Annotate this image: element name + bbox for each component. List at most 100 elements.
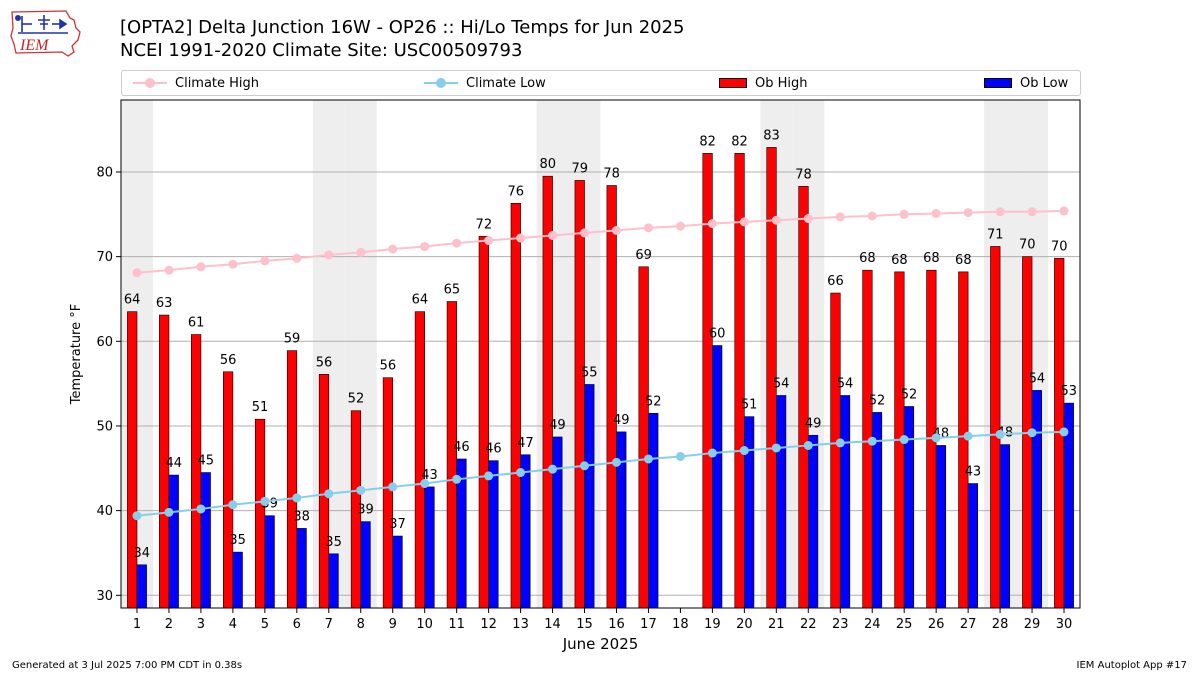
climate-low-point [707,448,717,458]
ob-high-label: 79 [571,161,588,176]
climate-high-point [675,221,685,231]
climate-low-swatch [424,78,458,88]
y-tick-label: 40 [96,504,113,519]
climate-high-point [292,253,302,263]
ob-high-label: 56 [220,353,237,368]
ob-high-label: 78 [603,167,620,182]
climate-high-line [136,209,1065,274]
ob-high-swatch [719,78,747,88]
ob-low-bar [839,395,851,609]
ob-low-label: 38 [293,509,310,524]
ob-low-label: 52 [869,393,886,408]
climate-high-point [196,262,206,272]
ob-high-label: 61 [188,316,205,331]
x-tick-label: 24 [864,617,881,632]
ob-low-label: 47 [517,436,534,451]
climate-high-point [707,219,717,229]
ob-high-label: 68 [859,251,876,266]
legend-ob-low-label: Ob Low [1020,75,1069,91]
ob-low-bar [712,345,723,609]
ob-low-label: 54 [837,376,854,391]
x-tick-label: 28 [992,617,1009,632]
x-tick-label: 6 [293,617,301,632]
ob-high-label: 65 [444,283,461,298]
climate-low-point [452,474,462,484]
ob-low-label: 37 [389,517,406,532]
x-tick-label: 14 [544,617,561,632]
ob-low-bar [488,460,499,609]
legend-climate-high-label: Climate High [175,75,260,91]
ob-low-bar [807,434,819,609]
ob-low-bar [168,474,179,609]
climate-low-point [995,429,1005,439]
y-tick-label: 80 [96,165,113,180]
ob-low-label: 49 [613,413,630,428]
ob-low-label: 35 [229,533,246,548]
y-tick-label: 70 [96,250,113,265]
climate-high-point [963,208,973,218]
ob-low-bar [360,521,371,609]
climate-high-point [1059,206,1069,216]
x-tick-label: 22 [800,617,817,632]
ob-high-label: 59 [284,332,301,347]
climate-high-point [995,207,1005,217]
ob-high-label: 51 [252,400,269,415]
x-tick-label: 23 [832,617,849,632]
ob-high-label: 66 [827,274,844,289]
plot-frame [120,99,1081,609]
ob-low-label: 54 [773,376,790,391]
climate-high-point [835,212,845,222]
ob-low-label: 60 [709,327,726,342]
ob-low-bar [392,535,403,609]
ob-high-label: 82 [731,134,748,149]
legend-climate-low-label: Climate Low [466,75,546,91]
ob-low-bar [520,454,531,609]
ob-high-bar [638,266,649,609]
climate-low-point [835,438,845,448]
ob-high-label: 69 [635,248,652,263]
climate-low-point [771,443,781,453]
x-axis-label: June 2025 [562,635,639,653]
climate-high-point [548,230,558,240]
climate-high-point [356,247,366,257]
ob-high-label: 83 [763,128,780,143]
x-tick-label: 9 [389,617,397,632]
ob-low-bar [999,444,1010,609]
ob-low-label: 45 [197,454,214,469]
ob-low-label: 46 [485,442,502,457]
climate-low-point [963,431,973,441]
generated-timestamp: Generated at 3 Jul 2025 7:00 PM CDT in 0… [12,660,243,671]
ob-low-label: 34 [134,546,151,561]
x-tick-label: 17 [640,617,657,632]
x-tick-label: 13 [512,617,529,632]
ob-high-bar [574,180,585,609]
y-tick-label: 30 [96,589,113,604]
climate-high-point [516,233,526,243]
ob-high-bar [286,350,298,609]
ob-high-bar [191,334,202,609]
ob-low-swatch [984,78,1012,88]
climate-high-point [228,259,238,269]
climate-low-point [1059,427,1069,437]
ob-high-label: 70 [1019,238,1036,253]
ob-high-label: 80 [539,157,556,172]
legend-ob-high-label: Ob High [755,75,808,91]
x-tick-label: 10 [416,617,433,632]
x-tick-label: 5 [261,617,269,632]
legend-climate-low: Climate Low [424,71,546,95]
ob-high-bar [127,311,138,609]
x-tick-label: 1 [133,617,141,632]
climate-low-point [196,504,206,514]
ob-low-bar [232,551,243,609]
climate-low-point [548,464,558,474]
climate-low-point [164,507,174,517]
climate-high-point [420,241,430,251]
ob-high-bar [542,175,553,609]
ob-high-label: 76 [508,184,525,199]
climate-low-point [356,485,366,495]
ob-low-label: 52 [901,387,918,402]
ob-low-bar [264,515,275,609]
ob-high-bar [222,371,234,609]
ob-low-bar [552,436,563,609]
